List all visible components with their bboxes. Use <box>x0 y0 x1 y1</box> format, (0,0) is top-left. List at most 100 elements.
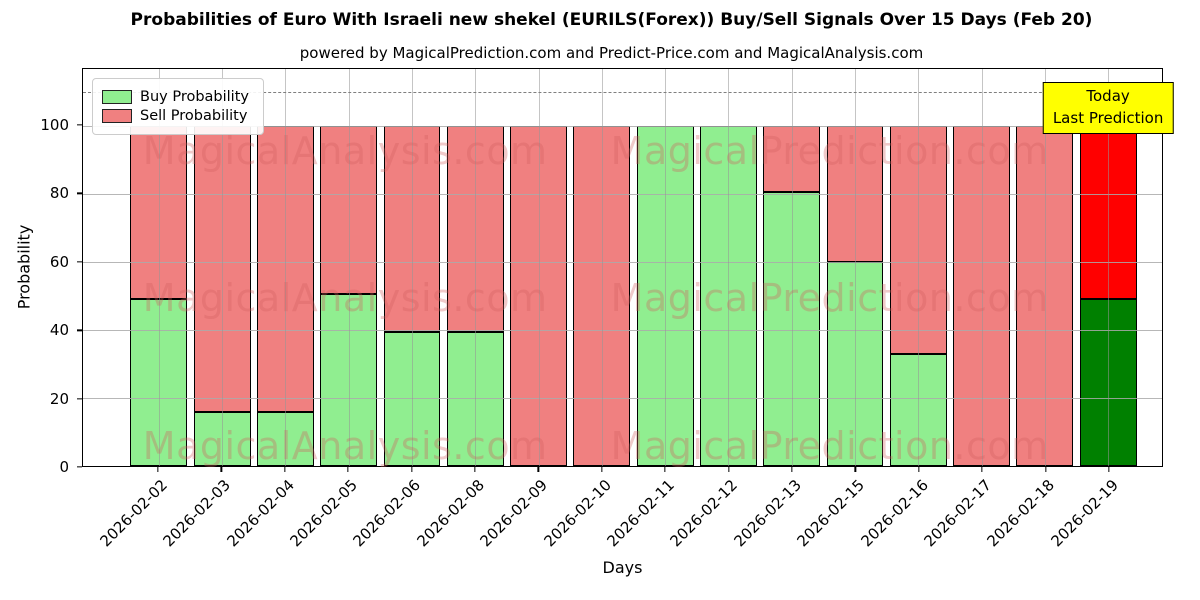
gridline-v <box>348 69 350 466</box>
bar-sell-segment <box>383 125 441 332</box>
x-tick-mark <box>664 467 666 472</box>
bar-buy-segment <box>256 411 314 466</box>
gridline-v <box>1044 69 1046 466</box>
gridline-v <box>158 69 160 466</box>
x-tick-label: 2026-02-02 <box>96 476 171 551</box>
y-tick-label: 40 <box>49 321 69 340</box>
y-tick-label: 100 <box>40 116 69 135</box>
bar-sell-segment <box>953 125 1010 466</box>
gridline-v <box>854 69 856 466</box>
y-tick-label: 20 <box>49 389 69 408</box>
bar-sell-segment <box>130 125 188 300</box>
y-tick-mark <box>77 397 82 400</box>
watermark-text: MagicalAnalysis.com <box>142 129 548 173</box>
x-tick-mark <box>854 467 857 472</box>
y-axis: 0 20 40 60 80 100 <box>0 68 82 476</box>
bar-sell-segment <box>256 125 314 412</box>
bar <box>953 125 1010 466</box>
buy-swatch-icon <box>102 90 132 104</box>
bar-buy-segment <box>889 353 947 466</box>
y-tick-mark <box>77 124 82 126</box>
bar-buy-segment <box>826 261 884 466</box>
gridline-v <box>728 69 730 466</box>
x-tick-label: 2026-02-17 <box>920 476 995 551</box>
bar <box>889 125 947 466</box>
gridline-v <box>918 69 920 466</box>
legend-item-buy: Buy Probability <box>102 89 249 105</box>
sell-swatch-icon <box>102 109 132 123</box>
y-tick-label: 60 <box>49 252 69 271</box>
chart-title: Probabilities of Euro With Israeli new s… <box>130 10 1093 30</box>
x-tick-mark <box>727 467 730 472</box>
y-tick-mark <box>77 261 82 263</box>
gridline-v <box>222 69 224 466</box>
watermark-text: MagicalPrediction.com <box>610 129 1049 173</box>
y-tick-label: 0 <box>59 458 69 476</box>
bar <box>130 125 188 466</box>
bar-sell-segment <box>1079 125 1137 300</box>
bar-buy-segment <box>320 294 378 466</box>
legend-buy-label: Buy Probability <box>140 89 249 105</box>
bar <box>1016 125 1074 466</box>
legend-sell-label: Sell Probability <box>140 108 248 124</box>
watermark-text: MagicalPrediction.com <box>610 276 1049 320</box>
bar <box>510 125 567 466</box>
x-tick-label: 2026-02-05 <box>286 476 361 551</box>
gridline-v <box>601 69 603 466</box>
x-tick-mark <box>284 467 286 472</box>
x-tick-mark <box>474 467 476 472</box>
bar-sell-segment <box>193 125 251 412</box>
legend: Buy Probability Sell Probability <box>92 78 264 135</box>
watermark-text: MagicalPrediction.com <box>610 424 1049 468</box>
today-annotation-line1: Today <box>1086 87 1130 105</box>
gridline-v <box>981 69 983 466</box>
x-tick-label: 2026-02-18 <box>983 476 1059 551</box>
x-tick-label: 2026-02-09 <box>476 476 552 551</box>
x-tick-mark <box>347 467 349 472</box>
gridline-v <box>538 69 540 466</box>
gridline-h <box>83 125 1162 127</box>
x-tick-mark <box>918 467 920 472</box>
x-tick-label: 2026-02-11 <box>603 476 678 551</box>
x-tick-label: 2026-02-06 <box>349 476 425 551</box>
dashed-threshold-line <box>83 91 1162 93</box>
x-tick-mark <box>981 467 983 472</box>
gridline-h <box>83 329 1162 331</box>
x-tick-label: 2026-02-19 <box>1047 476 1122 551</box>
gridline-v <box>1108 69 1110 466</box>
x-tick-mark <box>791 467 793 472</box>
plot-area: Buy Probability Sell Probability Today L… <box>82 68 1174 468</box>
x-tick-mark <box>1108 467 1110 472</box>
bar-sell-segment <box>510 125 567 466</box>
x-axis: 2026-02-02 2026-02-03 2026-02-04 2026-02-05… <box>82 467 1163 577</box>
bar-sell-segment <box>1016 125 1074 466</box>
x-tick-label: 2026-02-03 <box>159 476 235 551</box>
today-annotation: Today Last Prediction <box>1042 82 1174 134</box>
x-tick-mark <box>410 467 413 472</box>
chart-subtitle: powered by MagicalPrediction.com and Pre… <box>299 44 924 62</box>
bar <box>1079 125 1137 466</box>
x-tick-mark <box>601 467 603 472</box>
watermark-text: MagicalAnalysis.com <box>142 424 548 468</box>
x-tick-mark <box>537 467 540 472</box>
bar-buy-segment <box>1079 299 1137 466</box>
gridline-v <box>285 69 287 466</box>
gridline-h <box>83 261 1162 263</box>
x-tick-mark <box>157 467 159 472</box>
x-tick-mark <box>1044 467 1047 472</box>
gridline-v <box>411 69 413 466</box>
x-tick-label: 2026-02-16 <box>857 476 932 551</box>
bar-buy-segment <box>130 299 188 466</box>
x-tick-label: 2026-02-04 <box>223 476 298 551</box>
bar-sell-segment <box>889 125 947 354</box>
x-tick-label: 2026-02-13 <box>730 476 805 551</box>
bar <box>256 125 314 466</box>
watermark-text: MagicalAnalysis.com <box>142 276 548 320</box>
y-tick-label: 80 <box>49 184 69 203</box>
x-tick-label: 2026-02-15 <box>793 476 869 551</box>
bar-buy-segment <box>193 411 251 466</box>
gridline-v <box>665 69 667 466</box>
x-axis-label: Days <box>602 558 643 577</box>
x-tick-mark <box>220 467 223 472</box>
